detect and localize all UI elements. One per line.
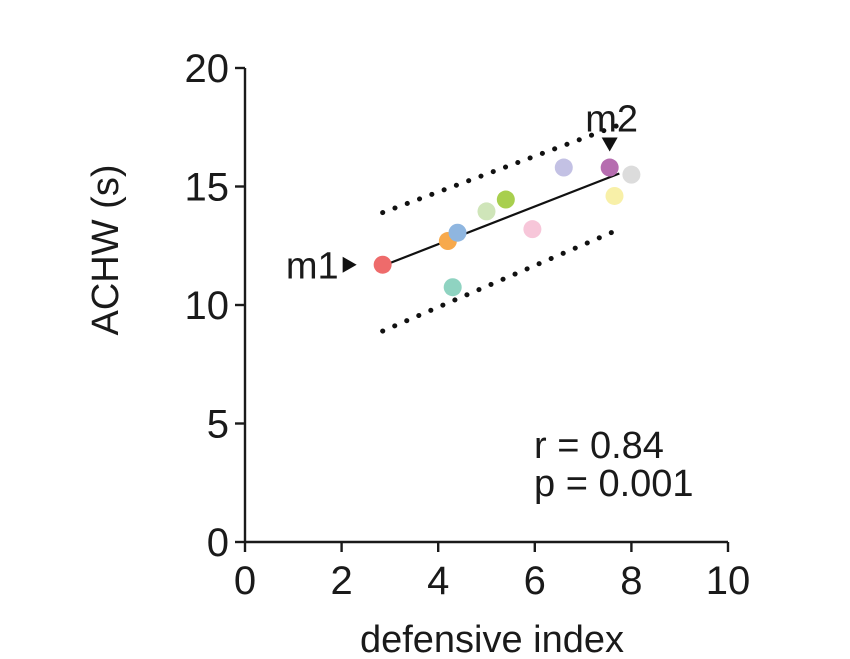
y-tick-label: 10 — [185, 284, 230, 328]
data-point — [605, 186, 624, 205]
x-tick-label: 2 — [330, 559, 352, 603]
r-value-annotation: r = 0.84 — [534, 425, 664, 467]
data-point — [496, 190, 515, 209]
data-points — [373, 158, 641, 297]
x-tick-label: 10 — [706, 559, 751, 603]
marker-label-m1: m1 — [286, 246, 339, 288]
confidence-band-upper — [380, 122, 622, 216]
data-point — [523, 220, 542, 239]
data-point — [622, 165, 641, 184]
x-tick-label: 4 — [427, 559, 449, 603]
data-point — [554, 158, 573, 177]
y-tick-label: 5 — [207, 403, 229, 447]
fit-line — [382, 172, 620, 267]
x-tick-label: 8 — [620, 559, 642, 603]
data-point — [600, 158, 619, 177]
p-value-annotation: p = 0.001 — [534, 463, 694, 505]
x-tick-label: 0 — [234, 559, 256, 603]
axes: 0 2 4 6 8 10 0 5 10 15 20 — [185, 47, 751, 603]
marker-arrow-m2 — [601, 137, 618, 152]
marker-arrow-m1 — [342, 256, 357, 273]
y-tick-label: 15 — [185, 166, 230, 210]
point-markers: m1 m2 — [286, 99, 638, 288]
confidence-band — [380, 122, 622, 334]
data-point — [443, 278, 462, 297]
regression-fit — [382, 172, 620, 267]
y-tick-label: 0 — [207, 521, 229, 565]
x-tick-label: 6 — [524, 559, 546, 603]
y-tick-label: 20 — [185, 47, 230, 91]
data-point — [477, 202, 496, 221]
confidence-band-lower — [380, 226, 622, 334]
data-point — [373, 255, 392, 274]
y-axis-title: ACHW (s) — [85, 165, 127, 336]
x-axis-title: defensive index — [360, 619, 624, 659]
marker-label-m2: m2 — [585, 99, 638, 141]
data-point — [448, 223, 467, 242]
